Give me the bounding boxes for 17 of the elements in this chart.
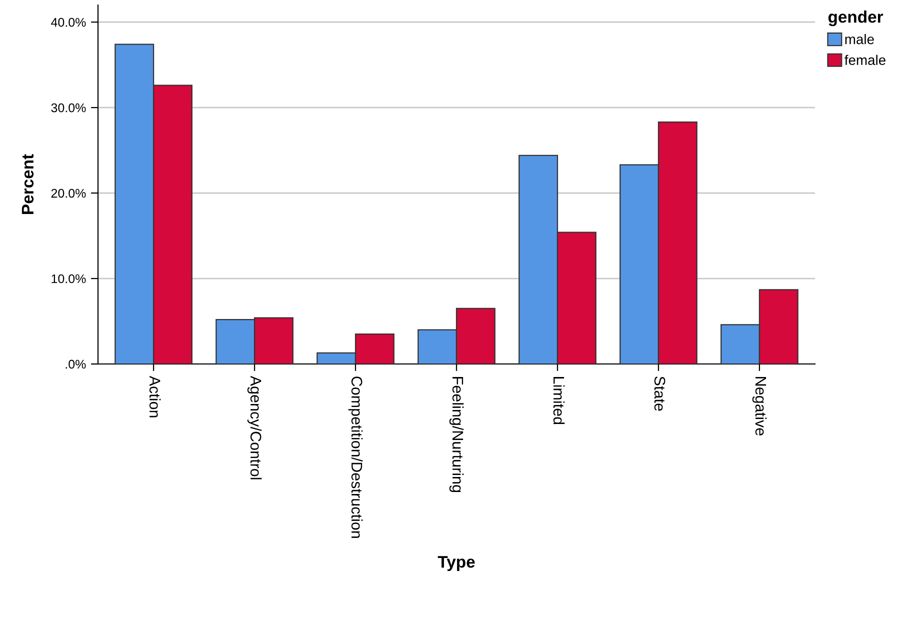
y-tick-label: .0% bbox=[66, 360, 86, 369]
legend-label: female bbox=[844, 54, 886, 66]
x-tick-label: Negative bbox=[752, 377, 767, 436]
x-tick-label: Competition/Destruction bbox=[348, 376, 363, 538]
y-axis-title: Percent bbox=[22, 154, 34, 214]
legend-title: gender bbox=[828, 10, 884, 26]
x-tick-label: State bbox=[654, 376, 666, 411]
x-tick-label: Limited bbox=[553, 377, 565, 424]
y-tick-label: 30.0% bbox=[51, 103, 86, 112]
x-tick-label: Feeling/Nurturing bbox=[449, 377, 464, 492]
x-tick-label: Agency/Control bbox=[247, 376, 262, 480]
legend-label: male bbox=[845, 34, 874, 44]
x-axis-title: Type bbox=[438, 556, 475, 572]
x-tick-label: Action bbox=[149, 376, 161, 418]
y-tick-label: 20.0% bbox=[51, 188, 86, 198]
y-tick-label: 40.0% bbox=[51, 18, 86, 27]
y-tick-label: 10.0% bbox=[52, 274, 86, 284]
